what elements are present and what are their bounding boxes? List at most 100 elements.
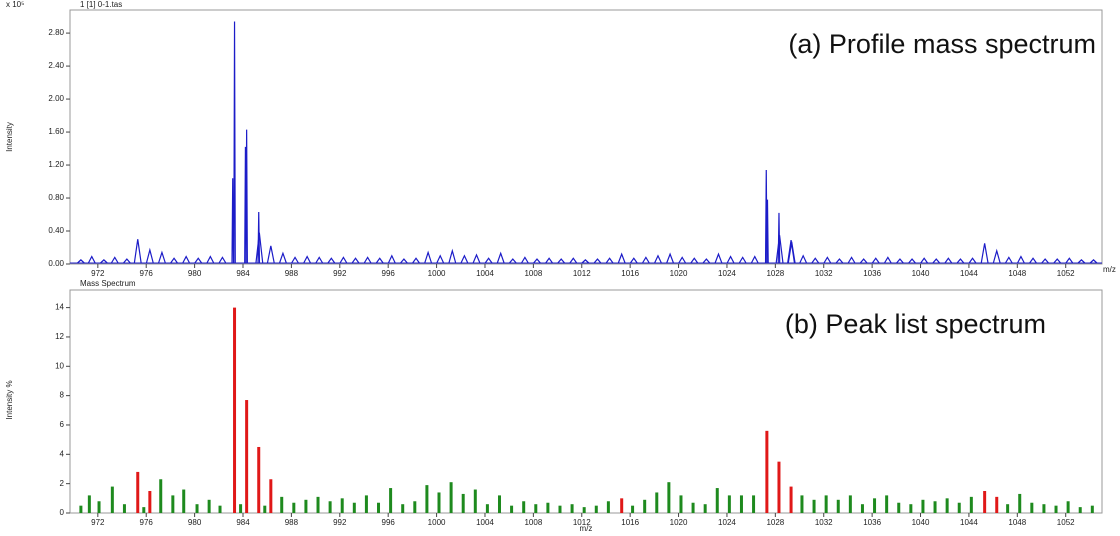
profile-peak — [799, 254, 808, 264]
x-tick-label: 1052 — [1057, 269, 1075, 278]
profile-peak — [944, 257, 953, 264]
peak-stick — [534, 504, 538, 513]
profile-peak — [460, 254, 469, 264]
peak-stick — [752, 495, 756, 513]
peak-stick — [739, 495, 743, 513]
profile-peak — [641, 256, 650, 264]
x-tick-label: 1048 — [1008, 518, 1026, 527]
peak-stick — [703, 504, 707, 513]
profile-peak — [339, 256, 348, 264]
peak-stick — [377, 502, 381, 513]
peak-stick — [667, 482, 671, 513]
peak-stick — [1090, 505, 1094, 513]
y-tick-label: 0 — [60, 508, 65, 517]
y-tick-label: 1.20 — [48, 160, 64, 169]
x-tick-label: 1016 — [621, 518, 639, 527]
profile-peak — [968, 257, 977, 264]
x-tick-label: 1028 — [766, 269, 784, 278]
peak-stick — [620, 498, 624, 513]
peak-stick — [171, 495, 175, 513]
profile-peak — [581, 259, 590, 264]
peak-stick — [87, 495, 91, 513]
peak-stick — [848, 495, 852, 513]
y-tick-label: 0.00 — [48, 259, 64, 268]
profile-peak — [956, 258, 965, 264]
peak-stick — [280, 496, 284, 513]
peak-stick — [897, 502, 901, 513]
peak-stick — [401, 504, 405, 513]
peak-stick — [449, 482, 453, 513]
profile-peak — [182, 255, 191, 264]
peak-stick — [304, 499, 308, 513]
profile-peak — [605, 257, 614, 264]
y-tick-label: 1.60 — [48, 127, 64, 136]
profile-peak — [932, 258, 941, 264]
peak-stick — [148, 490, 152, 513]
profile-peak — [400, 258, 408, 264]
profile-peak — [823, 256, 832, 264]
peak-stick — [715, 488, 719, 513]
profile-peak — [992, 248, 1001, 264]
profile-peak — [266, 245, 275, 264]
x-tick-label: 992 — [333, 518, 347, 527]
profile-peak — [920, 257, 929, 264]
x-tick-label: 1004 — [476, 269, 494, 278]
peak-stick — [691, 502, 695, 513]
profile-peak — [327, 257, 336, 264]
profile-peak — [496, 251, 505, 264]
peak-stick — [461, 493, 465, 513]
peak-stick — [957, 502, 961, 513]
x-tick-label: 1052 — [1057, 518, 1075, 527]
profile-peak — [218, 256, 227, 264]
profile-peak — [980, 243, 989, 264]
profile-peak — [859, 258, 868, 264]
x-tick-label: 1040 — [912, 518, 930, 527]
y-tick-label: 4 — [60, 449, 65, 458]
profile-peak — [726, 255, 735, 264]
profile-peak — [87, 255, 96, 264]
profile-peak — [133, 239, 142, 264]
peak-stick — [257, 446, 261, 513]
profile-peak — [908, 258, 916, 264]
profile-peak — [835, 258, 844, 264]
peak-stick — [425, 485, 429, 513]
profile-peak — [1017, 255, 1025, 264]
profile-peak — [77, 259, 85, 264]
peak-stick — [207, 499, 211, 513]
profile-peak — [593, 258, 602, 264]
profile-peak — [521, 256, 529, 264]
peak-stick — [969, 496, 973, 513]
y-tick-label: 2 — [60, 479, 65, 488]
peak-stick — [352, 502, 356, 513]
x-tick-label: 996 — [382, 518, 396, 527]
peak-stick — [316, 496, 320, 513]
peak-stick — [122, 504, 126, 513]
peak-stick — [110, 486, 114, 513]
y-tick-label: 2.40 — [48, 61, 64, 70]
profile-peak — [871, 257, 880, 264]
profile-peak — [387, 254, 396, 264]
profile-peak — [100, 259, 108, 264]
panel-header: 1 [1] 0-1.tas — [80, 0, 122, 9]
peak-stick — [1078, 507, 1082, 513]
annotation: (a) Profile mass spectrum — [788, 29, 1096, 59]
profile-peak — [351, 257, 360, 264]
profile-peak — [750, 255, 759, 264]
profile-peak — [766, 199, 769, 264]
peak-stick — [195, 504, 199, 513]
profile-peak — [363, 256, 372, 264]
x-tick-label: 972 — [91, 518, 105, 527]
profile-peak — [896, 258, 904, 264]
peak-stick — [777, 461, 781, 513]
x-tick-label: 1048 — [1008, 269, 1026, 278]
x-tick-label: 1020 — [670, 269, 688, 278]
peak-stick — [824, 495, 828, 513]
peak-stick — [983, 490, 987, 513]
peak-stick — [643, 499, 647, 513]
y-axis-label: Intensity % — [5, 380, 14, 419]
x-tick-label: 984 — [236, 269, 250, 278]
profile-peak — [255, 232, 264, 264]
peak-stick — [582, 507, 586, 513]
